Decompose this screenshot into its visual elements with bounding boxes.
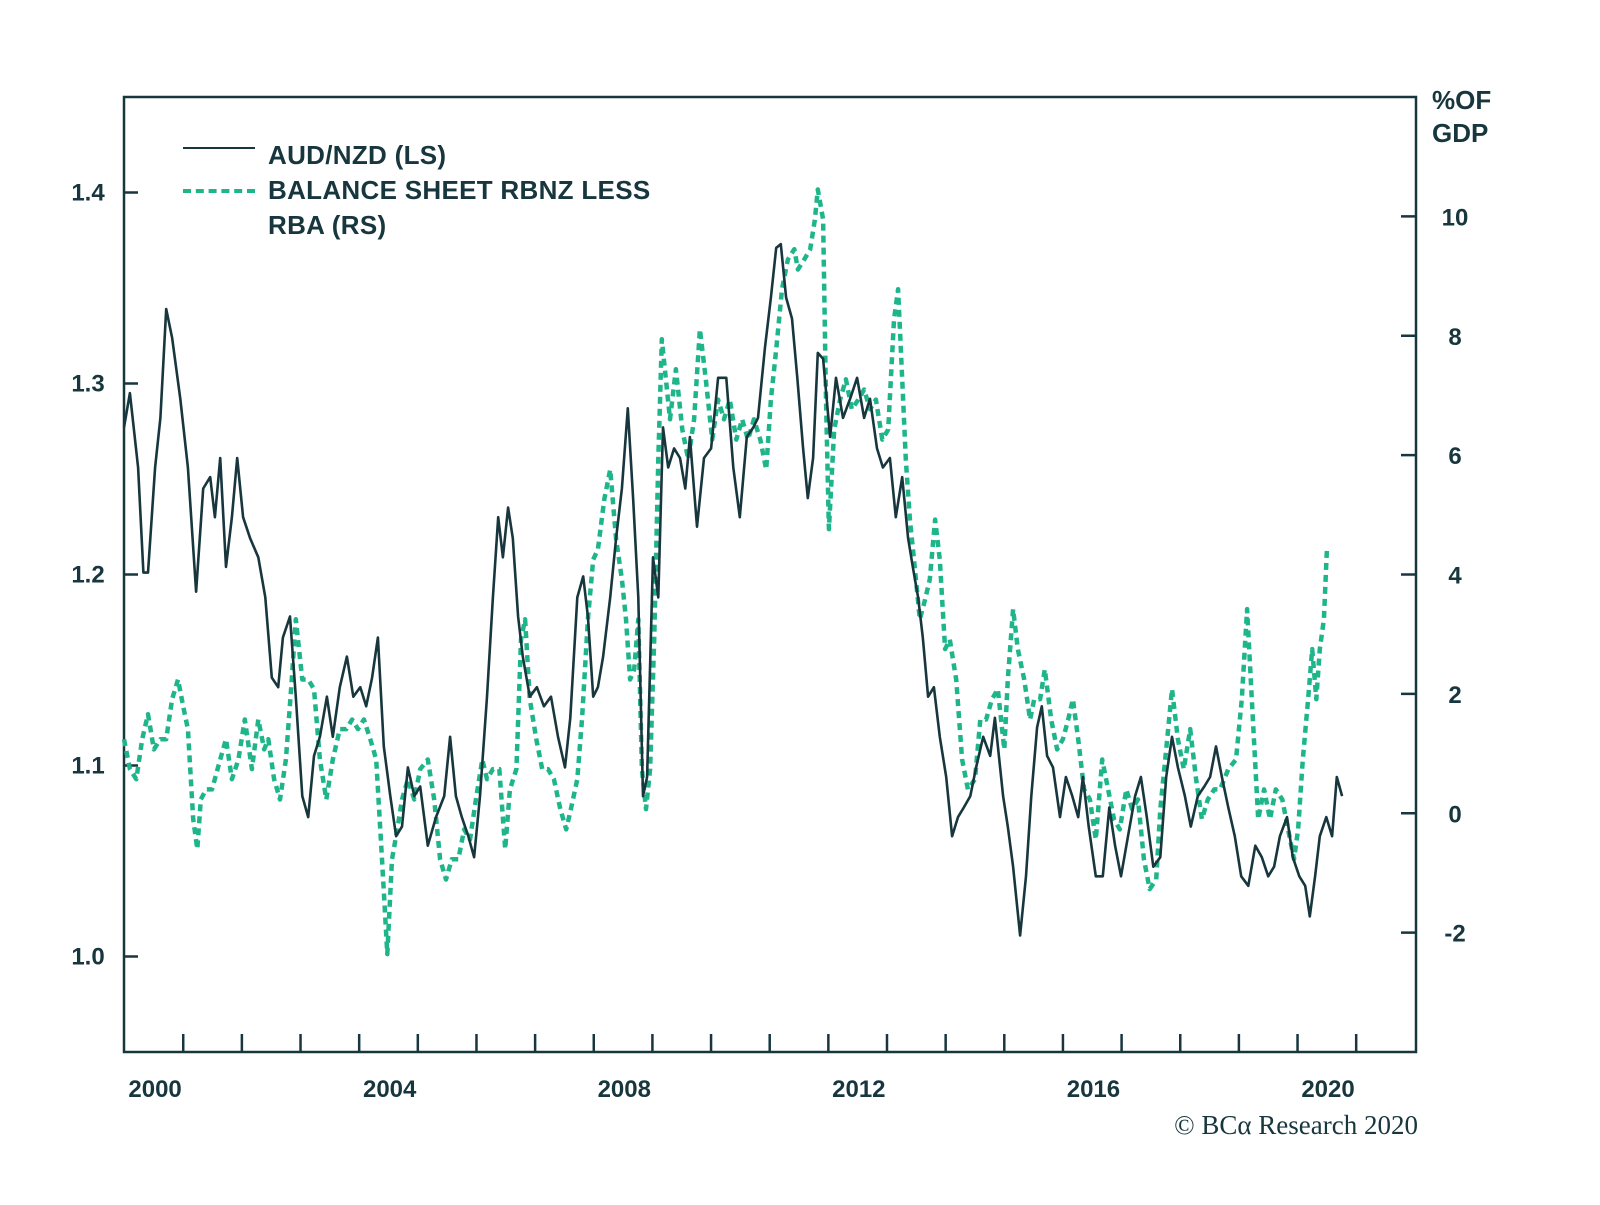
- axes: 1.0 1.1 1.2 1.3 1.4 -2 0 2 4 6 8 10 2000 2004 2008 2012…: [71, 95, 1469, 1103]
- left-axis-tick-label: 1.3: [71, 371, 104, 398]
- legend-label: AUD/NZD (LS): [268, 140, 447, 170]
- x-axis-tick-label: 2000: [128, 1076, 181, 1103]
- copyright-footer: © BCα Research 2020: [1174, 1110, 1418, 1140]
- x-axis-tick-label: 2016: [1067, 1076, 1120, 1103]
- right-axis-tick-label: -2: [1444, 921, 1465, 948]
- x-axis-tick-label: 2012: [832, 1076, 885, 1103]
- aud-nzd-line: [122, 242, 1344, 937]
- right-axis-tick-label: 8: [1448, 324, 1461, 351]
- right-axis-label: %OF GDP: [1432, 85, 1492, 148]
- right-axis-tick-label: 2: [1448, 682, 1461, 709]
- legend: AUD/NZD (LS) BALANCE SHEET RBNZ LESS RBA…: [183, 138, 713, 243]
- legend-item-aud-nzd: AUD/NZD (LS): [183, 138, 713, 173]
- legend-item-balance-sheet: BALANCE SHEET RBNZ LESS RBA (RS): [183, 173, 713, 243]
- left-axis-tick-label: 1.4: [71, 180, 105, 207]
- balance-sheet-dashed-line: [121, 187, 1330, 957]
- x-axis-tick-label: 2004: [363, 1076, 417, 1103]
- left-axis-tick-label: 1.2: [71, 562, 104, 589]
- right-axis-tick-label: 6: [1448, 443, 1461, 470]
- x-axis-tick-label: 2008: [598, 1076, 651, 1103]
- right-axis-tick-label: 0: [1448, 801, 1461, 828]
- right-axis-tick-label: 4: [1448, 563, 1462, 590]
- legend-label: BALANCE SHEET RBNZ LESS RBA (RS): [268, 175, 651, 240]
- left-axis-tick-label: 1.0: [71, 944, 104, 971]
- left-axis-tick-label: 1.1: [71, 753, 104, 780]
- x-axis-tick-label: 2020: [1301, 1076, 1354, 1103]
- right-axis-tick-label: 10: [1442, 204, 1469, 231]
- series-layer: [121, 187, 1344, 957]
- legend-dashed-line-icon: [183, 189, 255, 193]
- legend-solid-line-icon: [183, 147, 255, 149]
